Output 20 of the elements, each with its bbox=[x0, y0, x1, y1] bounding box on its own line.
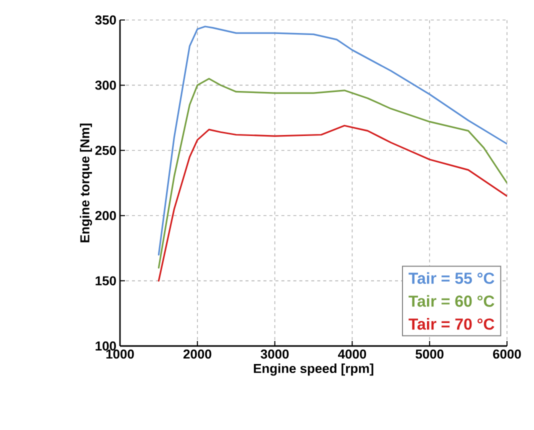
y-tick-label: 300 bbox=[95, 80, 116, 90]
x-tick-label: 6000 bbox=[493, 350, 521, 359]
line-series bbox=[158, 26, 508, 256]
x-tick-label: 1000 bbox=[106, 350, 134, 359]
text: Tair = 55 °C bbox=[408, 272, 494, 284]
y-tick-label: 350 bbox=[95, 15, 116, 25]
x-tick-label: 5000 bbox=[416, 350, 444, 359]
y-tick-label: 200 bbox=[95, 211, 116, 220]
y-axis-title: Engine torque [Nm] bbox=[80, 124, 92, 242]
x-axis-title: Engine speed [rpm] bbox=[254, 364, 374, 376]
line-series bbox=[158, 78, 508, 269]
y-tick-label: 250 bbox=[95, 146, 116, 155]
x-tick-label: 3000 bbox=[260, 350, 289, 359]
text: Tair = 70 °C bbox=[408, 318, 494, 330]
line-series bbox=[158, 124, 508, 282]
y-tick-label: 100 bbox=[96, 341, 116, 351]
x-tick-label: 4000 bbox=[338, 350, 366, 359]
x-tick-label: 2000 bbox=[183, 350, 212, 359]
y-tick-label: 150 bbox=[96, 276, 116, 286]
text: Tair = 60 °C bbox=[408, 295, 494, 307]
